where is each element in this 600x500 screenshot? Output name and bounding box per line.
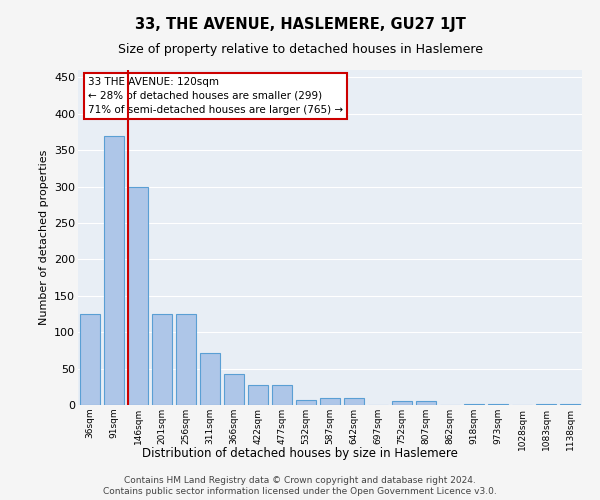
Bar xyxy=(224,374,244,405)
Bar xyxy=(392,402,412,405)
Text: Contains public sector information licensed under the Open Government Licence v3: Contains public sector information licen… xyxy=(103,488,497,496)
Bar xyxy=(176,314,196,405)
Bar xyxy=(128,186,148,405)
Text: 33, THE AVENUE, HASLEMERE, GU27 1JT: 33, THE AVENUE, HASLEMERE, GU27 1JT xyxy=(134,18,466,32)
Bar xyxy=(536,404,556,405)
Bar xyxy=(80,314,100,405)
Text: Contains HM Land Registry data © Crown copyright and database right 2024.: Contains HM Land Registry data © Crown c… xyxy=(124,476,476,485)
Bar xyxy=(488,404,508,405)
Bar xyxy=(344,398,364,405)
Bar xyxy=(152,314,172,405)
Text: 33 THE AVENUE: 120sqm
← 28% of detached houses are smaller (299)
71% of semi-det: 33 THE AVENUE: 120sqm ← 28% of detached … xyxy=(88,76,343,114)
Bar xyxy=(296,400,316,405)
Bar xyxy=(464,404,484,405)
Text: Size of property relative to detached houses in Haslemere: Size of property relative to detached ho… xyxy=(118,42,482,56)
Bar xyxy=(416,402,436,405)
Text: Distribution of detached houses by size in Haslemere: Distribution of detached houses by size … xyxy=(142,448,458,460)
Bar xyxy=(104,136,124,405)
Bar xyxy=(200,352,220,405)
Y-axis label: Number of detached properties: Number of detached properties xyxy=(38,150,49,325)
Bar xyxy=(248,386,268,405)
Bar xyxy=(560,404,580,405)
Bar xyxy=(320,398,340,405)
Bar xyxy=(272,386,292,405)
